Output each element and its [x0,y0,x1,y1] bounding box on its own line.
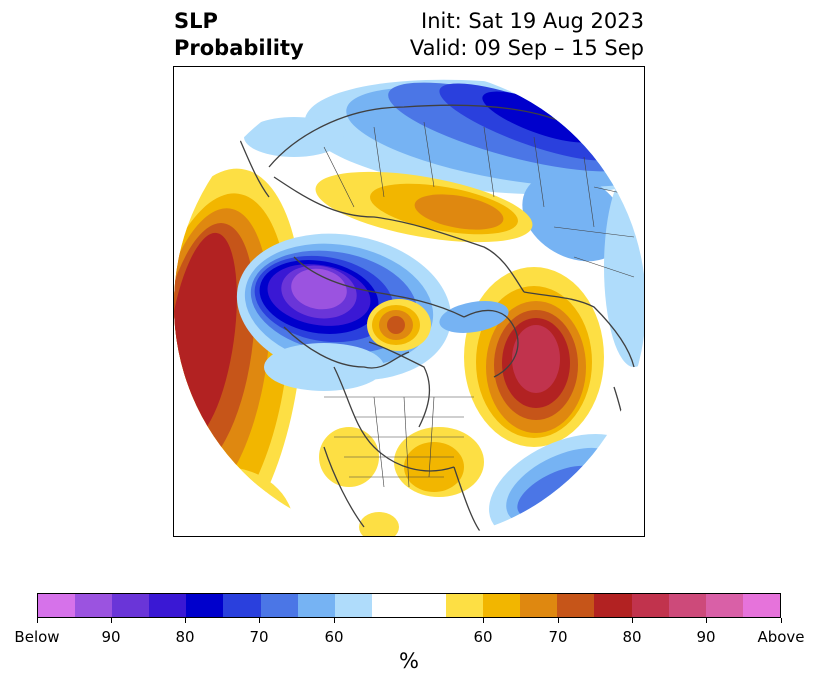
colorbar-tick-label: 80 [622,628,642,646]
colorbar-segment [260,594,298,617]
arctic-canada-anomaly-contour [291,268,347,310]
coastline [323,446,365,528]
colorbar-tick [111,618,112,623]
colorbar-segment [297,594,335,617]
country-border [583,156,595,228]
colorbar-tick [483,618,484,623]
colorbar-tick-label: 70 [249,628,269,646]
colorbar-tick [334,618,335,623]
country-border [533,136,545,208]
colorbar-segment [38,594,76,617]
hudson-negative-contour [264,343,384,391]
colorbar-segment [668,594,706,617]
colorbar-tick-label: Below [14,628,60,646]
europe-negative-contour [604,167,644,367]
eastern-us-anomaly-contour [404,442,464,492]
colorbar-segment [149,594,187,617]
country-borders [323,121,640,488]
country-border [403,396,410,488]
colorbar-segment [631,594,669,617]
colorbar-tick-label: 70 [548,628,568,646]
coastline [368,341,431,428]
colorbar-tick-label: 90 [101,628,121,646]
scandinavia-anomaly-contour [482,91,596,143]
colorbar-tick [185,618,186,623]
siberia-anomaly-contour [414,194,504,230]
colorbar-tick-label: Above [757,628,805,646]
colorbar-segment [594,594,632,617]
colorbar-segment [446,594,484,617]
country-border [423,121,435,188]
colorbar [37,593,781,618]
colorbar-segment [75,594,113,617]
colorbar-segment [483,594,521,617]
colorbar-segment [705,594,743,617]
siberia-negative-contour [522,172,626,262]
colorbar-segment [112,594,150,617]
colorbar-segment [223,594,261,617]
colorbar-segment [557,594,595,617]
country-border [373,396,385,488]
coastline [293,256,465,318]
colorbar-segment [334,594,372,617]
coastline [463,309,519,378]
colorbar-tick [632,618,633,623]
colorbar-unit-label: % [399,649,419,673]
country-border [428,396,435,478]
country-border [323,146,355,208]
map-panel [173,66,645,537]
greenland-negative-contour [439,301,509,333]
coastline [273,176,525,293]
colorbar-segment [742,594,780,617]
colorbar-segment [520,594,558,617]
country-border [573,256,635,278]
colorbar-segment [371,594,447,617]
colorbar-tick [558,618,559,623]
colorbar-tick-label: 60 [324,628,344,646]
atlantic-anomaly-contour [512,325,560,393]
probability-map [174,69,644,536]
coastline [523,291,635,368]
country-border [553,226,635,238]
anomaly-field [174,79,644,536]
forecast-dates: Init: Sat 19 Aug 2023 Valid: 09 Sep – 15… [409,9,644,60]
east-siberia-negative-contour [244,117,344,157]
colorbar-tick-label: 90 [696,628,716,646]
colorbar-tick-label: 80 [175,628,195,646]
colorbar-tick [781,618,782,623]
alaska-anomaly-contour [387,316,405,334]
country-border [373,126,385,198]
colorbar-tick [259,618,260,623]
colorbar-segment [186,594,224,617]
coastline [333,366,455,472]
coastline [283,326,410,369]
colorbar-tick-label: 60 [473,628,493,646]
map-title: SLP Probability [174,9,304,60]
colorbar-tick [37,618,38,623]
country-border [483,126,495,198]
gulf-anomaly-contour [359,512,399,536]
colorbar-tick [706,618,707,623]
